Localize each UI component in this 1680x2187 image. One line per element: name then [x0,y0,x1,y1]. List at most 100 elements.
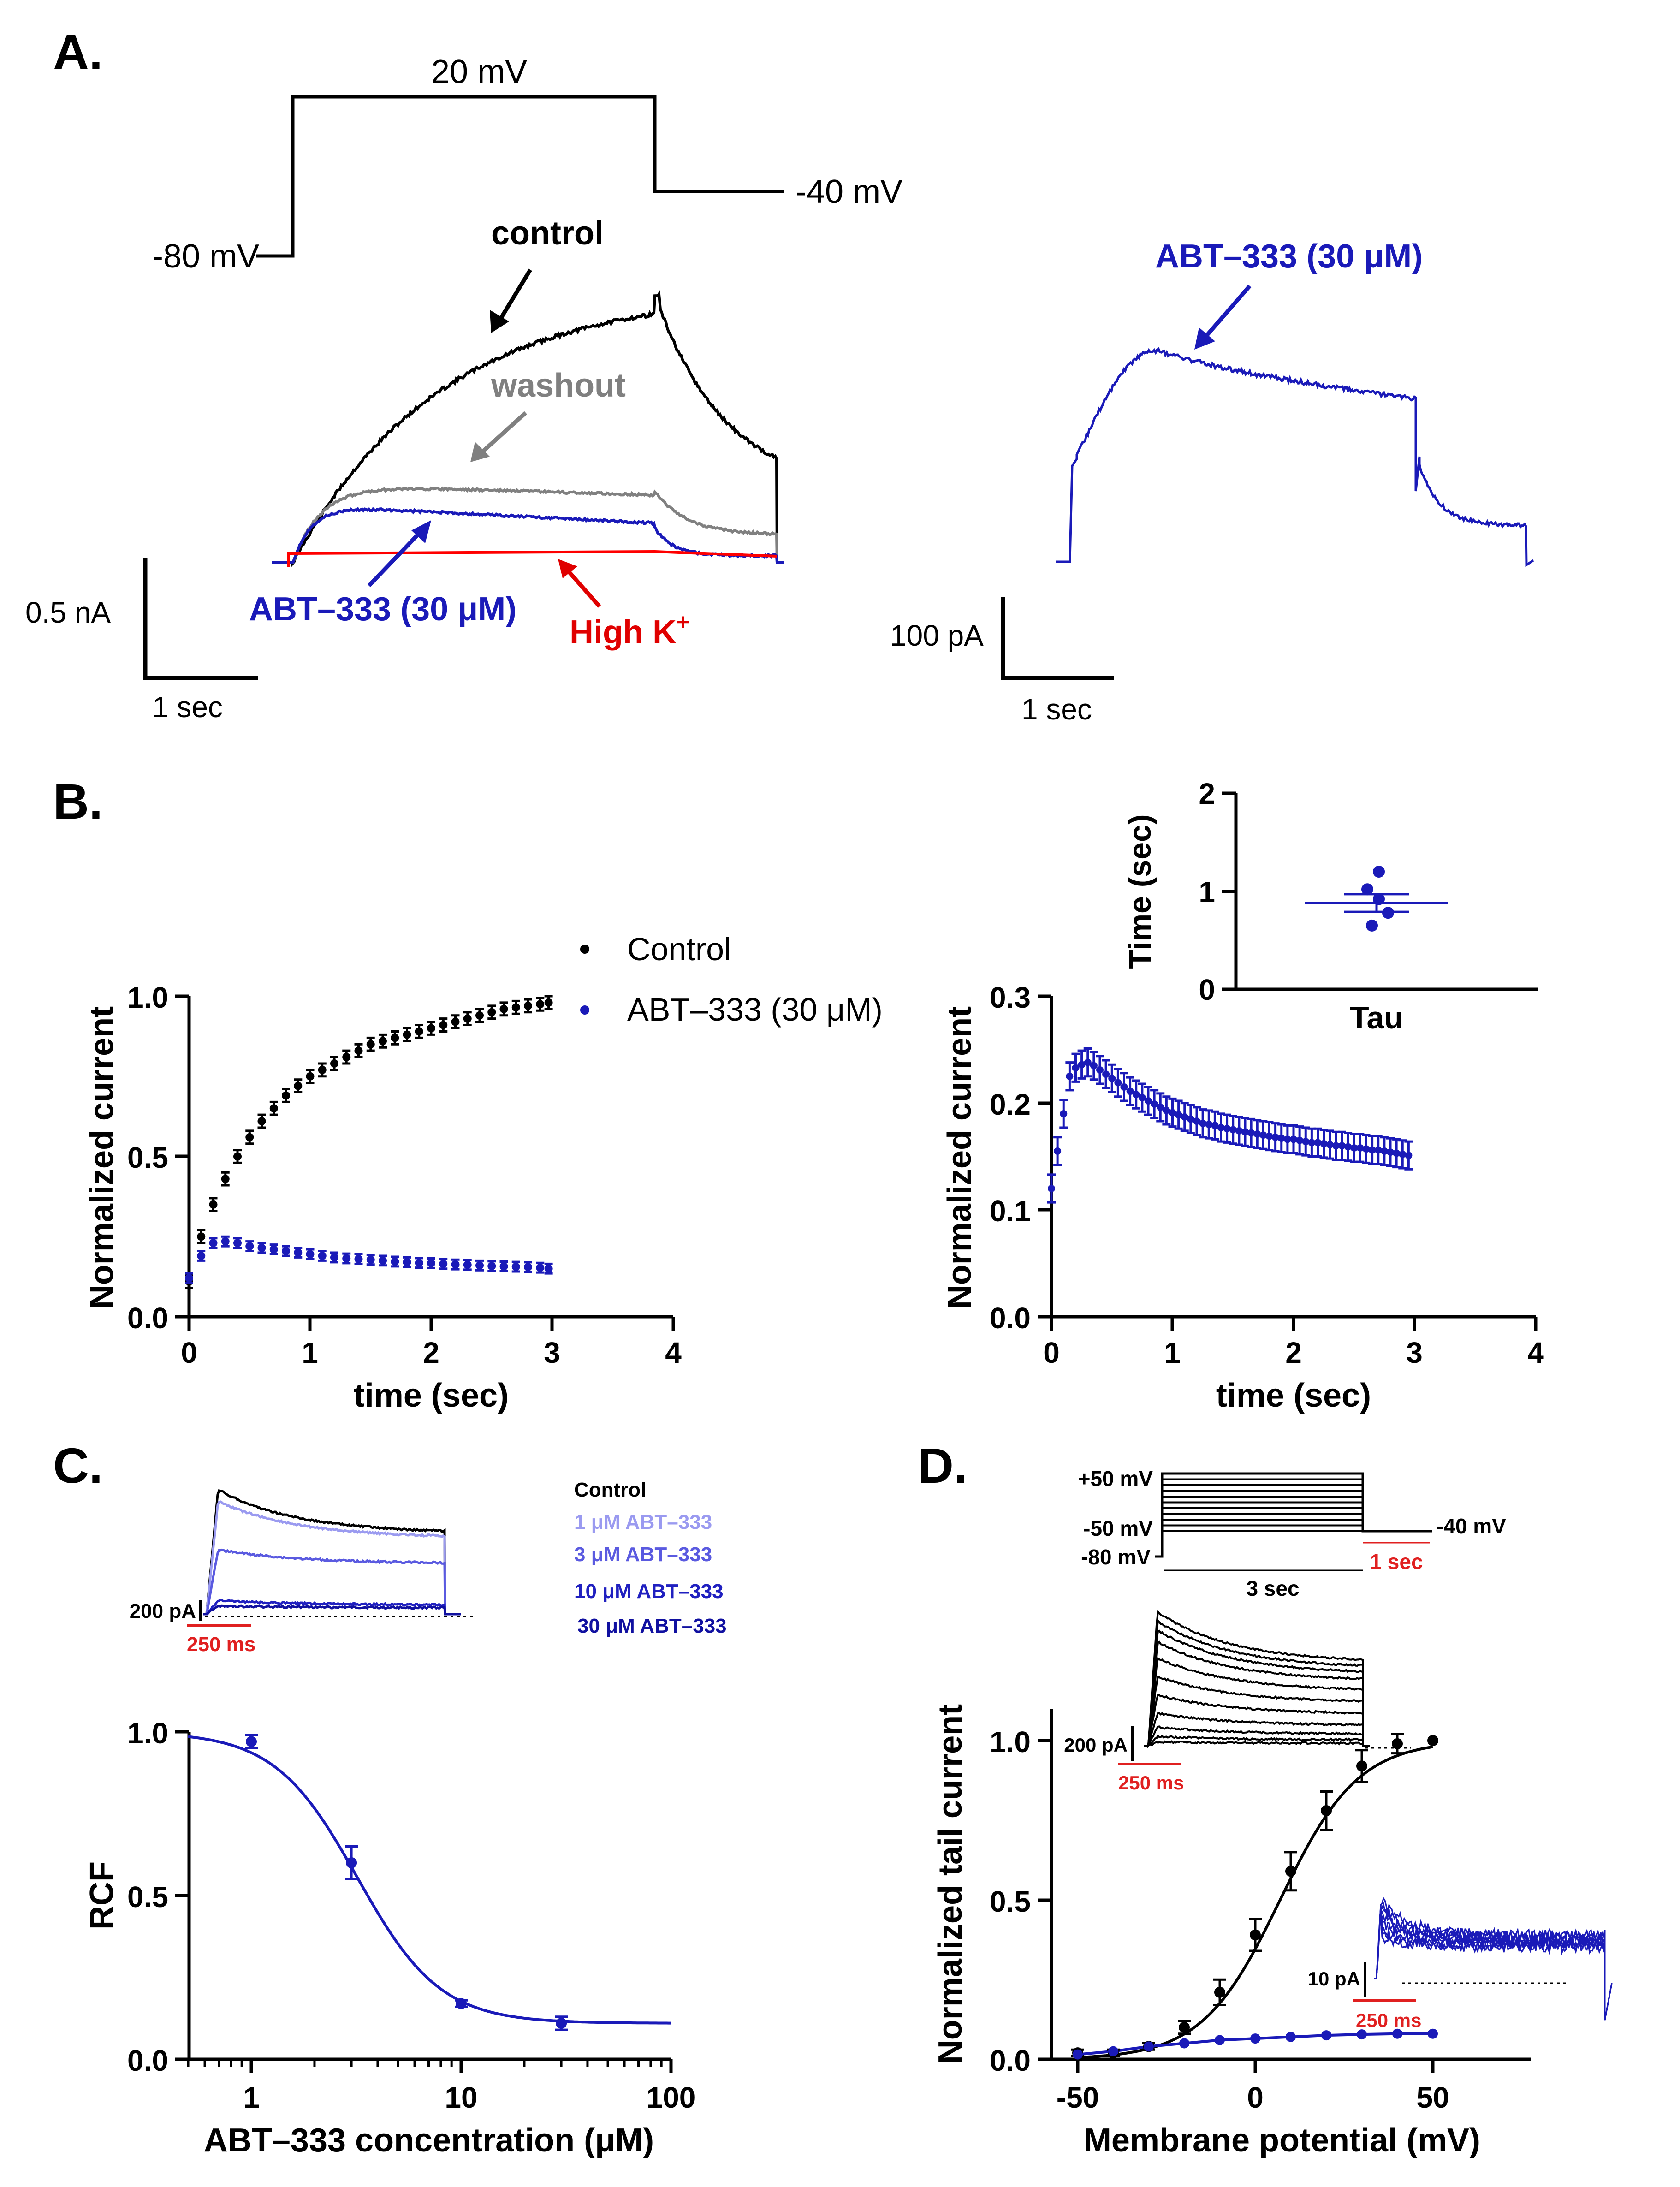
traces-a [272,290,784,567]
c-legend-3um: 3 μM ABT–333 [574,1543,712,1566]
label-control: control [491,215,604,252]
b-left-control-point [294,1082,303,1090]
b-left-control-point [233,1152,242,1161]
b-left-control-point [415,1027,423,1036]
b-left-abt-point [415,1259,423,1267]
b-right-abt-point [1090,1062,1098,1070]
b-left-abt-point [257,1243,266,1252]
b-left-control-point [463,1014,472,1023]
b-right-ylabel: Normalized current [941,1006,978,1309]
d-abt-point [1428,2028,1438,2039]
c-xtick-label: 100 [647,2081,696,2114]
b-right-abt-point [1151,1100,1158,1108]
d-abt-point [1108,2046,1118,2056]
label-abt-a-right: ABT–333 (30 μM) [1155,238,1423,275]
d-blue-scale-current: 10 pA [1308,1968,1360,1990]
arrow-highk [563,566,601,608]
c-legend-control: Control [574,1479,646,1501]
b-left-abt-point [544,1264,553,1273]
d-xtick-label: 50 [1416,2081,1449,2114]
b-right-abt-point [1060,1110,1068,1117]
b-right-abt-point [1235,1127,1243,1135]
b-left-abt-point [354,1254,363,1263]
b-left-control-point [451,1017,460,1026]
trace-d-blue [1374,1902,1613,2021]
b-right-abt-point [1338,1142,1346,1150]
c-xlabel: ABT–333 concentration (μM) [204,2122,654,2159]
trace-abt-right [1056,347,1534,567]
b-right-abt-point [1356,1144,1364,1152]
trace-d-black [1144,1734,1370,1748]
d-abt-point [1250,2033,1260,2044]
b-left-abt-point [391,1257,399,1266]
b-left-abt-point [487,1262,496,1271]
b-right-abt-point [1114,1079,1122,1087]
b-right-abt-point [1205,1121,1213,1128]
b-right-abt-point [1102,1070,1110,1078]
d-control-point [1392,1738,1403,1749]
b-right-abt-point [1253,1130,1261,1138]
b-left-abt-point [379,1256,387,1265]
b-right-abt-point [1145,1097,1152,1105]
b-right-abt-point [1163,1106,1170,1114]
chart-b-inset: 0 1 2 Tau Time (sec) [1122,777,1538,1035]
panel-label-c: C. [53,1438,103,1493]
trace-highk [287,550,778,567]
c-abt-point [246,1736,257,1747]
trace-d-black [1144,1740,1370,1748]
d-control-point [1321,1805,1332,1817]
b-left-control-point [475,1011,484,1020]
b-right-ytick-label: 0.3 [990,981,1031,1014]
b-right-abt-point [1296,1136,1304,1144]
b-right-abt-point [1332,1142,1340,1150]
b-left-ylabel: Normalized current [83,1006,120,1309]
b-right-abt-point [1302,1138,1310,1146]
panel-label-b: B. [53,773,103,829]
label-washout: washout [491,367,626,404]
b-left-control-point [282,1091,290,1100]
d-abt-point [1073,2049,1083,2060]
scalebar-a-right [1001,597,1114,680]
arrow-washout-head [470,442,490,462]
trace-a-right [1056,347,1534,567]
b-inset-point [1366,919,1378,932]
b-right-abt-point [1132,1091,1140,1099]
b-right-abt-point [1314,1139,1322,1147]
d-ytick-label: 0.0 [990,2044,1031,2077]
trace-d-black [1144,1675,1370,1747]
b-right-abt-point [1108,1075,1116,1082]
b-left-xtick-label: 2 [423,1336,439,1369]
b-inset-point [1373,866,1385,878]
b-left-control-point [379,1037,387,1046]
trace-d-black [1144,1629,1370,1747]
c-fit-curve [188,1735,671,2025]
b-left-control-point [391,1034,399,1042]
d-ylabel: Normalized tail current [932,1704,969,2064]
b-right-abt-point [1187,1115,1194,1123]
trace-c [203,1604,461,1616]
b-left-ytick-label: 1.0 [127,981,168,1014]
b-right-abt-point [1380,1147,1388,1155]
d-black-scale-current: 200 pA [1064,1734,1128,1756]
b-right-abt-point [1054,1147,1062,1155]
b-left-abt-point [524,1263,532,1272]
b-right-abt-point [1084,1058,1092,1066]
protocol-a-step: 20 mV [431,53,527,90]
b-left-abt-point [209,1239,218,1248]
c-legend-1um: 1 μM ABT–333 [574,1511,712,1533]
c-abt-point [456,1998,467,2009]
b-left-control-point [524,1001,532,1010]
b-left-control-point [257,1117,266,1126]
b-right-abt-point [1078,1061,1086,1069]
b-left-ytick-label: 0.0 [127,1302,168,1335]
b-left-abt-point [306,1250,315,1259]
b-right-abt-point [1066,1072,1074,1080]
arrow-control-head [490,310,509,333]
b-right-abt-point [1241,1128,1249,1136]
b-left-control-point [221,1175,230,1183]
b-right-abt-point [1217,1123,1225,1131]
b-left-marks [185,995,553,1289]
chart-b-left: 0.0 0.5 1.0 0 1 2 3 4 time (sec) Normali… [83,981,682,1414]
d-control-point [1250,1929,1261,1941]
c-ytick-label: 1.0 [127,1717,168,1750]
